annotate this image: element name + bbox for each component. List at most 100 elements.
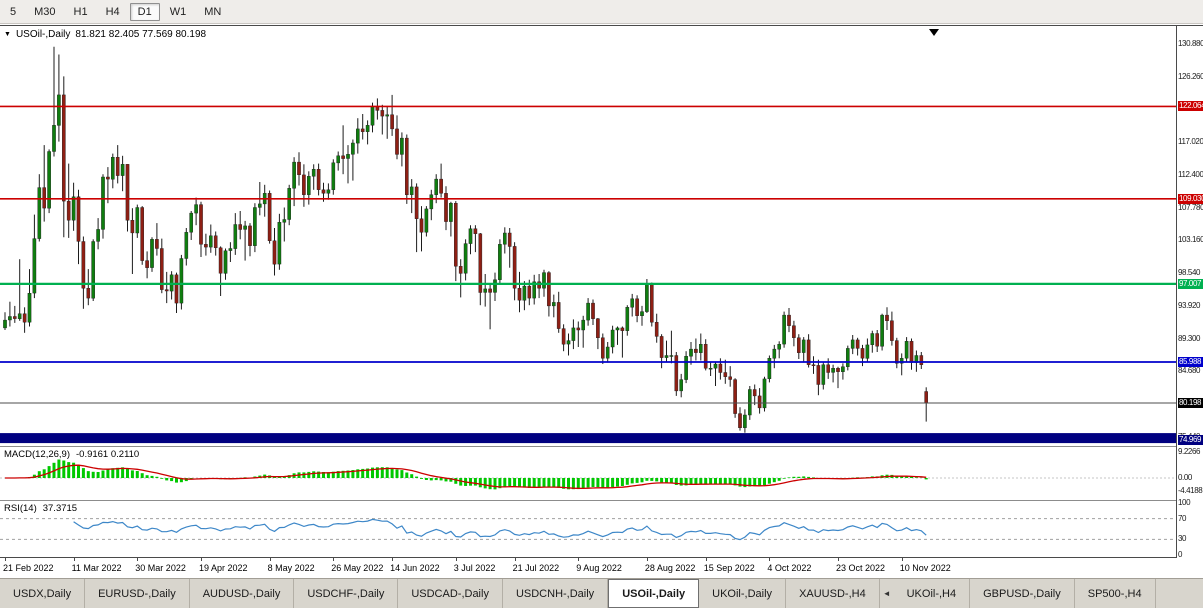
chart-top-border <box>0 25 1203 26</box>
candle-body <box>841 366 845 372</box>
date-label: 23 Oct 2022 <box>836 563 886 573</box>
chart-tab-xauusdh4[interactable]: XAUUSD-,H4 <box>786 579 880 608</box>
chart-tab-audusddaily[interactable]: AUDUSD-,Daily <box>190 579 295 608</box>
macd-axis-label: -4.4188 <box>1178 485 1203 495</box>
candle-body <box>850 339 855 349</box>
candle-body <box>757 395 762 409</box>
chart-tab-sp500h4[interactable]: SP500-,H4 <box>1075 579 1156 608</box>
date-tick <box>5 558 6 561</box>
timeframe-button-mn[interactable]: MN <box>204 5 222 18</box>
price-line-label: 85.988 <box>1178 357 1203 367</box>
candle-body <box>189 212 194 233</box>
candle-body <box>409 186 414 195</box>
candle-body <box>380 110 385 117</box>
date-label: 4 Oct 2022 <box>767 563 812 573</box>
candle-body <box>556 302 561 329</box>
candle-body <box>532 281 536 299</box>
candle-body <box>836 368 840 372</box>
candle-body <box>650 283 654 323</box>
date-tick <box>901 558 903 561</box>
timeframe-button-m30[interactable]: M30 <box>34 5 56 18</box>
support-band[interactable] <box>0 433 1176 444</box>
chart-tab-gbpusddaily[interactable]: GBPUSD-,Daily <box>970 579 1075 608</box>
candle-body <box>8 316 12 321</box>
candle-body <box>47 151 51 209</box>
candle-body <box>115 156 120 176</box>
timeframe-button-w1[interactable]: W1 <box>169 5 187 18</box>
candle-body <box>846 348 850 367</box>
macd-values: -0.9161 0.2110 <box>76 449 140 460</box>
candle-body <box>924 391 928 404</box>
pane-separator[interactable] <box>0 500 1203 501</box>
date-label: 28 Aug 2022 <box>644 563 696 573</box>
candle-body <box>346 154 350 159</box>
candle-body <box>797 337 801 353</box>
candle-body <box>890 320 894 341</box>
candle-body <box>463 243 468 274</box>
candle-body <box>360 128 365 132</box>
candle-body <box>101 176 105 230</box>
date-label: 3 Jul 2022 <box>453 563 496 573</box>
candle-body <box>439 178 443 194</box>
candle-body <box>17 313 22 319</box>
candle-body <box>66 200 71 221</box>
chart-tab-usdcnhdaily[interactable]: USDCNH-,Daily <box>503 579 609 608</box>
date-tick <box>392 558 394 561</box>
chart-shift-marker-icon[interactable] <box>929 29 939 36</box>
candle-body <box>596 318 600 339</box>
candle-body <box>71 196 76 221</box>
candle-body <box>542 272 546 289</box>
candle-body <box>159 248 164 290</box>
price-chart[interactable] <box>0 26 1176 446</box>
candle-body <box>218 247 223 274</box>
candle-body <box>331 162 336 190</box>
candle-body <box>895 340 899 364</box>
candle-body <box>125 164 130 221</box>
time-axis[interactable]: 21 Feb 2022 11 Mar 2022 30 Mar 2022 19 Apr … <box>0 558 1203 578</box>
candle-body <box>130 219 135 234</box>
chart-tab-ukoildaily[interactable]: UKOil-,Daily <box>699 579 787 608</box>
price-axis[interactable]: 130.880126.260121.640117.020112.400107.7… <box>1176 26 1203 559</box>
chart-tab-ukoilh4[interactable]: UKOil-,H4 <box>894 579 971 608</box>
candle-body <box>414 186 419 219</box>
candle-body <box>444 193 448 222</box>
timeframe-toolbar: 5 M30 H1 H4 D1 W1 MN <box>0 0 1203 24</box>
candle-body <box>752 389 757 397</box>
symbol-dropdown-icon[interactable]: ▼ <box>4 31 11 38</box>
price-axis-label: 98.540 <box>1178 268 1201 278</box>
chart-tab-eurusddaily[interactable]: EURUSD-,Daily <box>85 579 190 608</box>
candle-body <box>277 222 282 265</box>
rsi-pane[interactable] <box>0 501 1176 557</box>
candle-body <box>713 363 718 369</box>
scroll-left-icon[interactable]: ◄ <box>882 589 891 598</box>
timeframe-button-h4[interactable]: H4 <box>105 5 120 18</box>
timeframe-button-5[interactable]: 5 <box>10 5 17 18</box>
rsi-axis-label: 70 <box>1178 513 1187 523</box>
date-tick <box>73 558 75 561</box>
candle-body <box>782 314 786 345</box>
candle-body <box>904 341 909 359</box>
candle-body <box>527 285 532 299</box>
candle-body <box>654 322 659 337</box>
chart-tab-usdchfdaily[interactable]: USDCHF-,Daily <box>294 579 399 608</box>
candle-body <box>12 316 17 319</box>
candle-body <box>365 125 370 132</box>
price-axis-label: 93.920 <box>1178 300 1201 310</box>
candle-body <box>473 228 478 234</box>
candle-body <box>615 327 620 331</box>
price-axis-label: 107.780 <box>1178 202 1203 212</box>
chart-tab-usoildaily[interactable]: USOil-,Daily <box>608 579 700 608</box>
candle-body <box>454 202 458 267</box>
candle-body <box>748 389 752 416</box>
chart-tab-usdxdaily[interactable]: USDX,Daily <box>0 579 86 608</box>
candle-body <box>434 178 439 195</box>
chart-tab-usdcaddaily[interactable]: USDCAD-,Daily <box>398 579 503 608</box>
candle-body <box>576 327 581 331</box>
candle-body <box>96 229 100 242</box>
rsi-axis-label: 100 <box>1178 498 1191 507</box>
candle-body <box>22 313 27 323</box>
macd-pane[interactable] <box>0 447 1176 500</box>
timeframe-button-d1[interactable]: D1 <box>129 2 160 21</box>
pane-separator[interactable] <box>0 446 1203 447</box>
timeframe-button-h1[interactable]: H1 <box>73 5 88 18</box>
